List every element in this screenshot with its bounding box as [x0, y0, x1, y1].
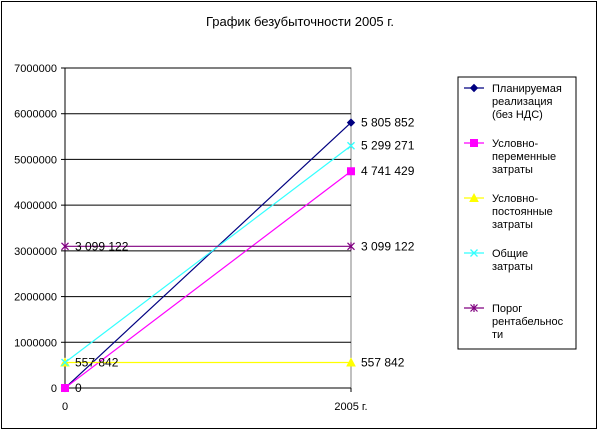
plot-area: 0 1000000 2000000 3000000 4000000 5000000 6000…: [14, 63, 415, 413]
diamond-marker: [346, 118, 356, 127]
y-tick-label: 1000000: [14, 337, 57, 349]
star-marker: [347, 242, 355, 251]
data-label: 557 842: [361, 355, 405, 369]
y-tick-label: 5000000: [14, 154, 57, 166]
legend: Планируемая реализация (без НДС) Условно-пе…: [457, 76, 577, 350]
legend-label: Условно-постоянные затраты: [492, 193, 553, 231]
x-marker: [61, 358, 69, 367]
data-label: 0: [75, 381, 82, 395]
chart-title: График безубыточности 2005 г.: [206, 14, 394, 29]
legend-label: Планируемая реализация (без НДС): [492, 83, 562, 121]
legend-entry-3: Общие затраты: [464, 248, 533, 273]
star-marker: [470, 304, 478, 312]
square-marker: [470, 139, 478, 147]
plot-border: [64, 67, 352, 389]
series-line: [64, 170, 352, 389]
triangle-marker: [469, 192, 479, 202]
triangle-marker: [346, 357, 356, 367]
legend-box: [457, 76, 577, 350]
data-label: 5 805 852: [361, 116, 415, 130]
star-marker: [61, 242, 69, 251]
data-label: 3 099 122: [75, 239, 129, 253]
legend-entry-4: Порог рентабельнос ти: [464, 303, 564, 341]
series-4: [61, 242, 355, 251]
series-3: [61, 141, 355, 367]
x-marker: [347, 141, 355, 150]
x-tick-label: 2005 г.: [334, 401, 367, 413]
legend-label: Порог рентабельнос ти: [492, 303, 564, 341]
data-label: 5 299 271: [361, 139, 415, 153]
series-line: [64, 122, 352, 389]
legend-label: Условно-переменные затраты: [492, 138, 556, 176]
y-tick-label: 7000000: [14, 63, 57, 75]
legend-entry-2: Условно-постоянные затраты: [464, 192, 553, 231]
data-label: 557 842: [75, 355, 119, 369]
y-tick-label: 4000000: [14, 200, 57, 212]
y-tick-label: 2000000: [14, 292, 57, 304]
data-label: 3 099 122: [361, 239, 415, 253]
y-tick-label: 3000000: [14, 246, 57, 258]
series-line: [64, 145, 352, 363]
legend-entry-0: Планируемая реализация (без НДС): [464, 83, 562, 121]
y-tick-label: 6000000: [14, 109, 57, 121]
legend-label: Общие затраты: [492, 248, 533, 273]
y-tick-label: 0: [51, 383, 57, 395]
square-marker: [347, 167, 355, 176]
x-tick-label: 0: [62, 401, 68, 413]
data-label: 4 741 429: [361, 164, 415, 178]
legend-entry-1: Условно-переменные затраты: [464, 138, 556, 176]
series-1: [61, 167, 355, 392]
square-marker: [61, 384, 69, 392]
x-marker: [470, 249, 478, 257]
diamond-marker: [469, 83, 479, 93]
